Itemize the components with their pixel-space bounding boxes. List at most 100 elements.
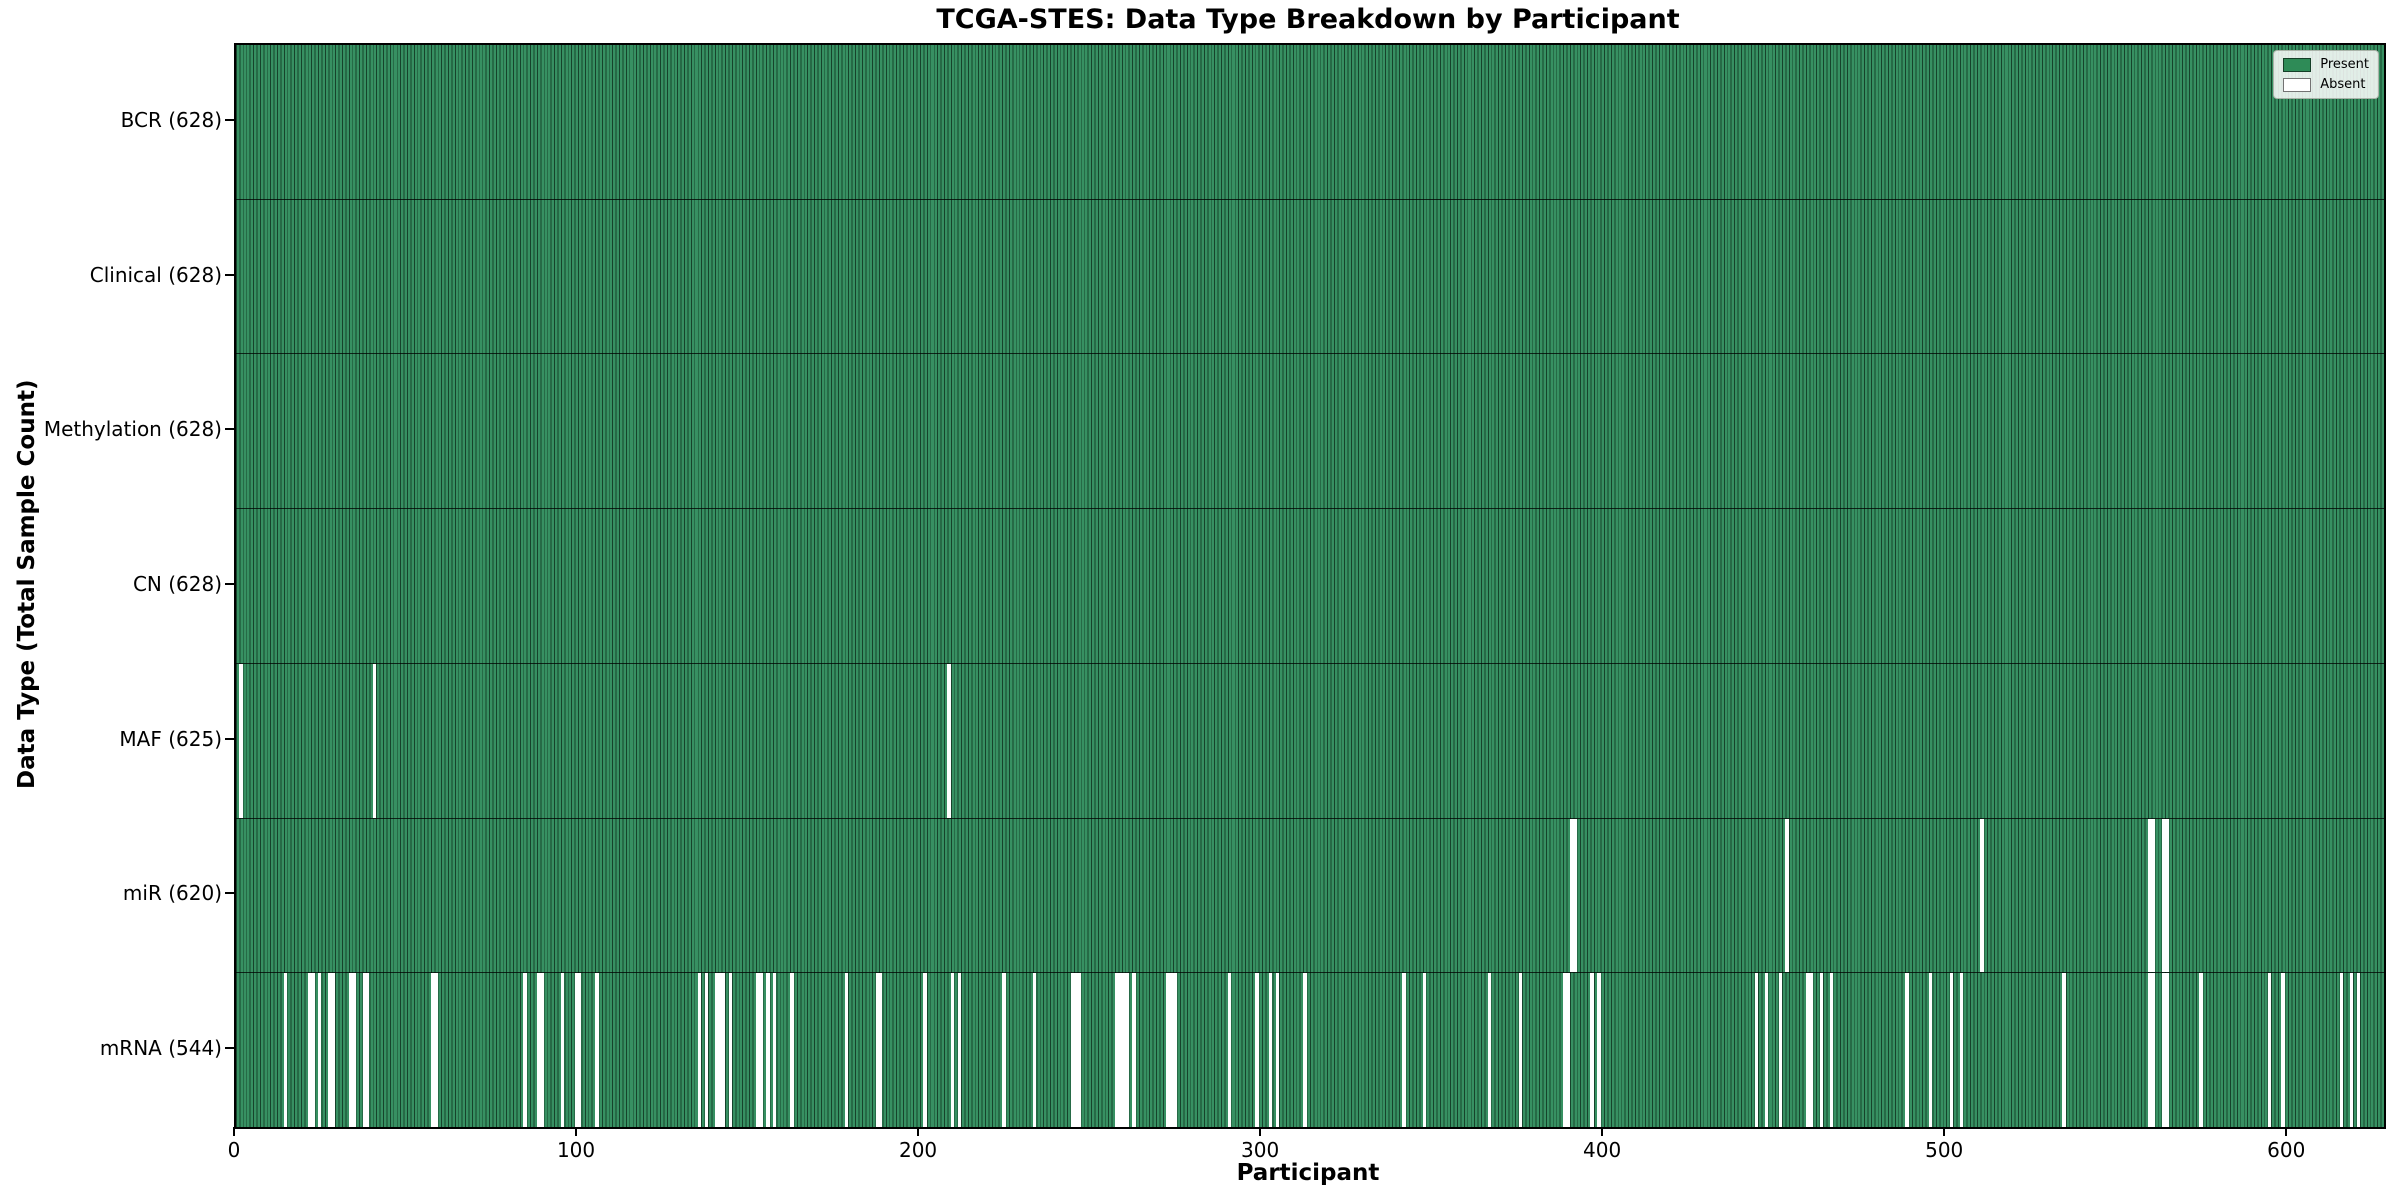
absent-mark bbox=[728, 973, 732, 1128]
absent-mark bbox=[1980, 818, 1984, 973]
absent-mark bbox=[1764, 973, 1769, 1128]
absent-mark bbox=[1275, 973, 1280, 1128]
y-tick-label: CN (628) bbox=[132, 572, 222, 596]
absent-mark bbox=[1422, 973, 1427, 1128]
absent-mark bbox=[2147, 973, 2152, 1128]
present-swatch-icon bbox=[2283, 57, 2312, 72]
x-tick-label: 0 bbox=[227, 1138, 241, 1162]
absent-mark bbox=[1959, 973, 1964, 1128]
row-mir bbox=[236, 818, 2384, 974]
y-tick-label: mRNA (544) bbox=[99, 1035, 222, 1060]
y-tick-label: Clinical (628) bbox=[89, 262, 222, 287]
absent-mark bbox=[318, 973, 322, 1128]
absent-mark bbox=[1805, 973, 1810, 1128]
absent-mark bbox=[879, 973, 883, 1128]
absent-mark bbox=[2349, 973, 2354, 1128]
x-tick-label: 200 bbox=[898, 1138, 938, 1162]
absent-mark bbox=[362, 973, 366, 1128]
absent-mark bbox=[2151, 818, 2155, 973]
absent-swatch-icon bbox=[2283, 77, 2312, 92]
absent-mark bbox=[697, 973, 702, 1128]
absent-mark bbox=[773, 973, 777, 1128]
row-methylation bbox=[236, 354, 2384, 510]
absent-mark bbox=[1785, 818, 1789, 973]
absent-mark bbox=[352, 973, 356, 1128]
absent-mark bbox=[2199, 973, 2203, 1128]
absent-mark bbox=[1819, 973, 1824, 1128]
absent-mark bbox=[1166, 973, 1170, 1128]
absent-mark bbox=[759, 973, 763, 1128]
absent-mark bbox=[714, 973, 719, 1128]
absent-mark bbox=[578, 973, 582, 1128]
absent-mark bbox=[947, 663, 951, 818]
absent-mark bbox=[1563, 973, 1567, 1128]
absent-mark bbox=[1118, 973, 1122, 1128]
absent-mark bbox=[2161, 973, 2166, 1128]
absent-mark bbox=[1573, 818, 1577, 973]
row-mrna bbox=[236, 973, 2384, 1128]
absent-mark bbox=[755, 973, 760, 1128]
chart-title: TCGA-STES: Data Type Breakdown by Partic… bbox=[936, 4, 1680, 35]
y-tick-label: miR (620) bbox=[122, 881, 222, 906]
legend-item-absent: Absent bbox=[2283, 77, 2369, 92]
absent-mark bbox=[957, 973, 962, 1128]
absent-mark bbox=[2165, 818, 2169, 973]
absent-mark bbox=[1268, 973, 1273, 1128]
absent-mark bbox=[365, 973, 370, 1128]
absent-mark bbox=[523, 973, 527, 1128]
y-tick-mark bbox=[225, 583, 234, 585]
row-cn bbox=[236, 509, 2384, 664]
absent-mark bbox=[923, 973, 927, 1128]
absent-mark bbox=[1070, 973, 1074, 1128]
absent-mark bbox=[540, 973, 544, 1128]
plot-rows bbox=[236, 45, 2384, 1128]
y-tick-mark bbox=[225, 119, 234, 122]
x-tick-label: 300 bbox=[1241, 1138, 1280, 1162]
absent-mark bbox=[766, 973, 770, 1128]
absent-mark bbox=[1073, 973, 1078, 1128]
absent-mark bbox=[2165, 973, 2169, 1128]
absent-mark bbox=[1590, 973, 1594, 1128]
absent-mark bbox=[790, 973, 794, 1128]
x-tick-mark bbox=[1601, 1127, 1604, 1136]
absent-mark bbox=[875, 973, 880, 1128]
x-tick-label: 500 bbox=[1925, 1138, 1964, 1162]
legend-label-present: Present bbox=[2320, 57, 2369, 72]
absent-mark bbox=[718, 973, 722, 1128]
y-tick-label: MAF (625) bbox=[119, 726, 222, 751]
absent-mark bbox=[430, 973, 435, 1128]
absent-mark bbox=[704, 973, 708, 1128]
y-axis-label: Data Type (Total Sample Count) bbox=[14, 379, 40, 789]
absent-mark bbox=[348, 973, 353, 1128]
absent-mark bbox=[2161, 818, 2166, 973]
x-tick-label: 100 bbox=[556, 1138, 596, 1162]
absent-mark bbox=[1002, 973, 1006, 1128]
absent-mark bbox=[311, 973, 315, 1128]
absent-mark bbox=[372, 663, 377, 818]
absent-mark bbox=[2147, 818, 2152, 973]
absent-mark bbox=[1905, 973, 1909, 1128]
absent-mark bbox=[1566, 973, 1570, 1128]
absent-mark bbox=[1829, 973, 1834, 1128]
absent-mark bbox=[536, 973, 541, 1128]
y-tick-mark bbox=[225, 1046, 234, 1049]
absent-mark bbox=[1949, 973, 1954, 1128]
absent-mark bbox=[307, 973, 312, 1128]
absent-mark bbox=[1518, 973, 1523, 1128]
x-tick-mark bbox=[917, 1127, 920, 1136]
absent-mark bbox=[1169, 973, 1174, 1128]
absent-mark bbox=[950, 973, 955, 1128]
absent-mark bbox=[1597, 973, 1601, 1128]
absent-mark bbox=[1487, 973, 1492, 1128]
row-clinical bbox=[236, 199, 2384, 355]
absent-mark bbox=[560, 973, 565, 1128]
absent-mark bbox=[595, 973, 599, 1128]
absent-mark bbox=[331, 973, 336, 1128]
legend-label-absent: Absent bbox=[2320, 77, 2366, 92]
legend: Present Absent bbox=[2273, 50, 2379, 99]
x-tick-label: 600 bbox=[2267, 1138, 2306, 1162]
row-maf bbox=[236, 663, 2384, 819]
absent-mark bbox=[1077, 973, 1081, 1128]
row-bcr bbox=[236, 45, 2384, 200]
plot-area: Present Absent bbox=[234, 43, 2386, 1129]
